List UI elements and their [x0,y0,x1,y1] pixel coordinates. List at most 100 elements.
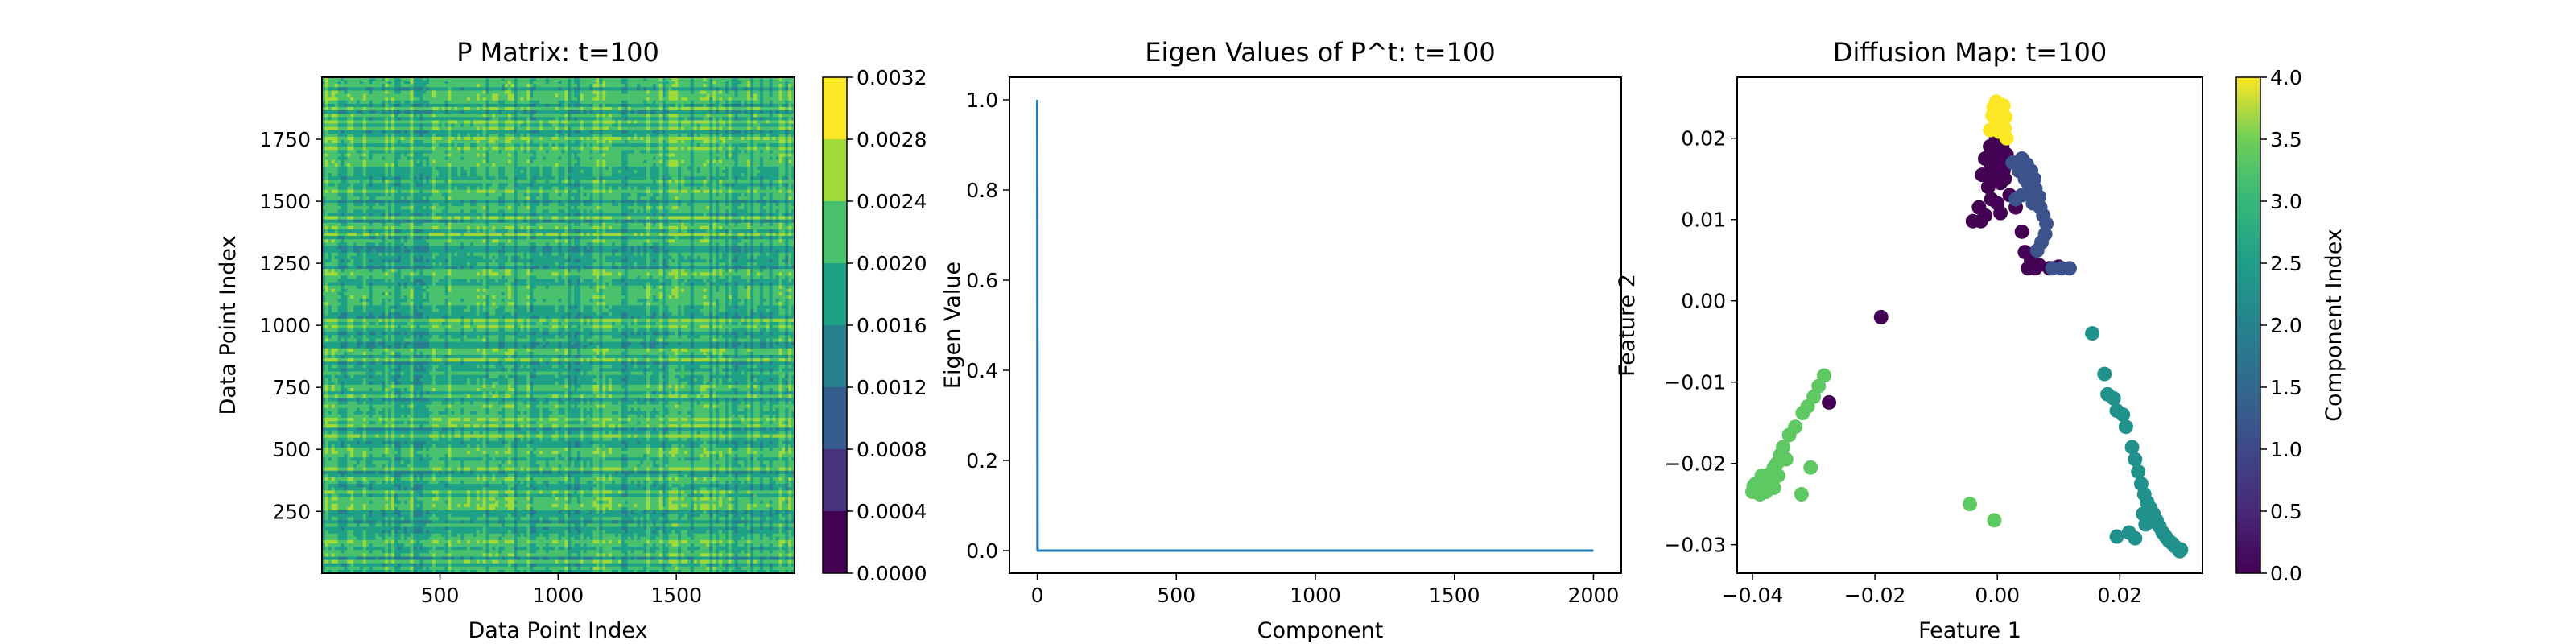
heatmap-cell [568,123,572,127]
heatmap-cell [614,100,619,105]
heatmap-cell [397,120,402,124]
heatmap-cell [574,130,578,134]
heatmap-cell [523,180,527,184]
heatmap-cell [460,77,464,81]
heatmap-cell [344,169,348,174]
heatmap-cell [476,136,481,141]
heatmap-cell [334,126,338,131]
heatmap-cell [536,90,540,94]
heatmap-cell [703,130,707,134]
heatmap-cell [791,100,795,105]
heatmap-cell [558,169,562,174]
heatmap-cell [649,84,654,88]
heatmap-cell [397,186,402,190]
heatmap-cell [637,136,641,141]
heatmap-cell [785,159,789,164]
heatmap-cell [530,153,534,157]
heatmap-cell [571,150,575,154]
heatmap-cell [592,166,597,171]
heatmap-cell [454,87,458,91]
heatmap-cell [410,140,414,144]
heatmap-cell [612,153,616,157]
heatmap-cell [322,140,326,144]
heatmap-cell [492,130,496,134]
heatmap-cell [652,176,657,180]
heatmap-cell [469,77,474,81]
heatmap-cell [627,93,631,97]
heatmap-cell [464,153,468,157]
heatmap-cell [671,106,675,111]
heatmap-cell [400,147,405,151]
heatmap-cell [382,126,386,131]
heatmap-cell [655,126,660,131]
heatmap-cell [561,176,565,180]
heatmap-cell [394,77,398,81]
heatmap-cell [649,103,654,108]
heatmap-cell [757,133,761,138]
heatmap-cell [341,106,345,111]
heatmap-cell [385,176,389,180]
heatmap-cell [473,93,477,97]
heatmap-cell [791,80,795,85]
heatmap-cell [637,153,641,157]
heatmap-cell [612,110,616,114]
heatmap-cell [520,100,524,105]
heatmap-cell [507,114,512,118]
heatmap-cell [728,87,733,91]
heatmap-cell [426,120,430,124]
heatmap-cell [662,77,666,81]
heatmap-cell [706,120,710,124]
heatmap-cell [614,114,619,118]
heatmap-cell [655,147,660,151]
heatmap-cell [388,176,392,180]
heatmap-cell [766,169,770,174]
heatmap-cell [762,80,767,85]
heatmap-cell [646,166,650,171]
heatmap-cell [359,163,364,167]
heatmap-cell [322,156,326,161]
heatmap-cell [391,103,395,108]
heatmap-cell [724,100,729,105]
heatmap-cell [362,156,367,161]
heatmap-cell [586,169,590,174]
heatmap-cell [634,106,638,111]
heatmap-cell [621,163,625,167]
heatmap-cell [435,93,440,97]
heatmap-cell [617,150,622,154]
heatmap-cell [785,169,789,174]
heatmap-cell [539,140,543,144]
heatmap-cell [665,153,669,157]
heatmap-cell [426,180,430,184]
heatmap-cell [344,136,348,141]
heatmap-cell [655,114,660,118]
heatmap-cell [731,93,735,97]
heatmap-cell [492,80,496,85]
heatmap-cell [785,156,789,161]
heatmap-cell [510,77,515,81]
heatmap-cell [744,93,748,97]
heatmap-cell [788,90,792,94]
heatmap-cell [337,93,341,97]
heatmap-cell [675,110,679,114]
heatmap-cell [753,176,758,180]
heatmap-cell [467,123,471,127]
heatmap-cell [369,166,373,171]
heatmap-cell [526,166,530,171]
heatmap-cell [357,120,361,124]
heatmap-cell [365,126,370,131]
heatmap-cell [362,163,367,167]
heatmap-cell [365,123,370,127]
heatmap-cell [378,156,382,161]
heatmap-cell [413,106,417,111]
heatmap-cell [400,153,405,157]
heatmap-cell [596,176,600,180]
heatmap-cell [438,114,443,118]
heatmap-cell [426,150,430,154]
heatmap-cell [375,106,379,111]
heatmap-cell [441,169,445,174]
heatmap-cell [558,153,562,157]
heatmap-cell [662,126,666,131]
heatmap-cell [731,120,735,124]
heatmap-cell [721,114,726,118]
heatmap-cell [693,147,698,151]
